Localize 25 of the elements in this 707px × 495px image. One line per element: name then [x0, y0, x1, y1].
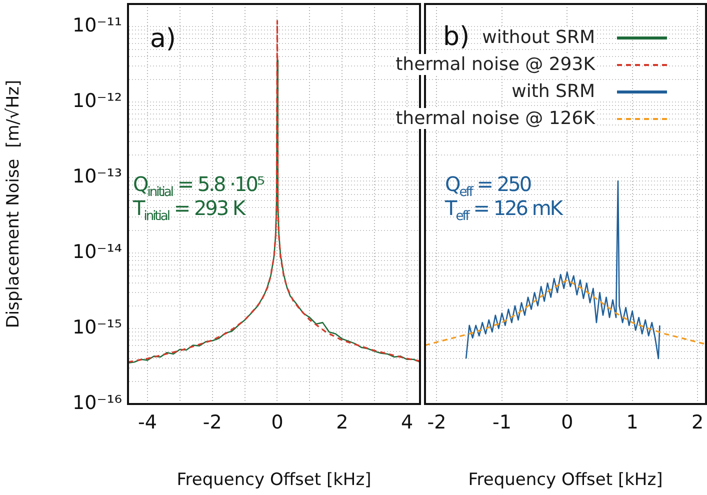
y-tick-label: 10⁻¹¹: [72, 14, 122, 37]
x-tick-label: 0: [561, 411, 574, 434]
x-axis-title: Frequency Offset [kHz]: [176, 470, 372, 490]
annotation: b): [443, 22, 470, 52]
x-tick-label: 0: [271, 411, 284, 434]
x-axis-title: Frequency Offset [kHz]: [468, 470, 663, 490]
legend-label: thermal noise @ 293K: [396, 54, 595, 75]
legend-label: with SRM: [512, 81, 595, 102]
y-tick-label: 10⁻¹⁴: [72, 241, 122, 264]
x-tick-label: 4: [400, 411, 414, 434]
x-tick-label: -2: [427, 411, 446, 434]
x-tick-label: 2: [691, 411, 704, 434]
y-tick-label: 10⁻¹⁵: [72, 316, 122, 338]
annotation: a): [150, 24, 176, 54]
x-tick-label: 2: [336, 411, 348, 434]
x-tick-label: -1: [492, 411, 512, 434]
legend-label: without SRM: [482, 27, 595, 48]
y-tick-label: 10⁻¹³: [72, 166, 122, 188]
y-tick-label: 10⁻¹⁶: [72, 392, 122, 414]
y-axis-title: Displacement Noise [m/√Hz]: [4, 80, 24, 328]
x-tick-label: -4: [138, 411, 157, 434]
y-tick-label: 10⁻¹²: [72, 90, 122, 112]
legend-label: thermal noise @ 126K: [396, 108, 595, 129]
x-tick-label: 1: [626, 411, 638, 434]
x-tick-label: -2: [202, 411, 222, 434]
